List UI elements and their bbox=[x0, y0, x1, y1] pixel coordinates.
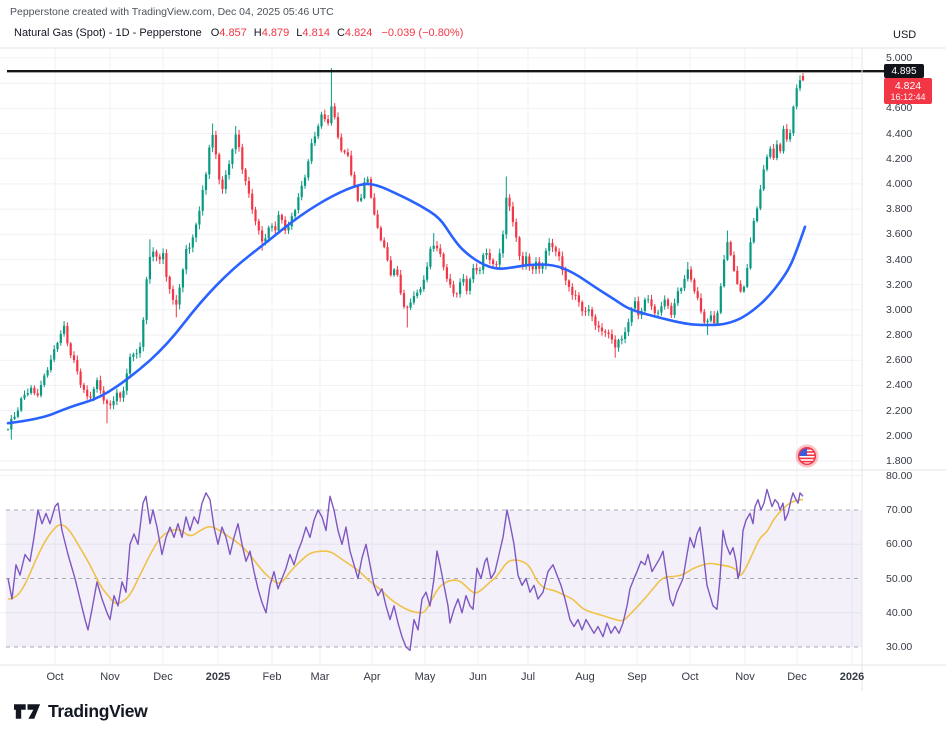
price-tick-label: 4.200 bbox=[886, 152, 913, 165]
time-tick-label: 2026 bbox=[839, 671, 865, 683]
open-value: 4.857 bbox=[219, 27, 247, 39]
high-value: 4.879 bbox=[261, 27, 290, 39]
grid-layer bbox=[0, 48, 862, 665]
time-tick-label: Mar bbox=[310, 671, 330, 683]
rsi-tick-label: 40.00 bbox=[886, 606, 913, 619]
time-tick-label: Aug bbox=[575, 671, 595, 683]
ohlc-values: O4.857 H4.879 L4.814 C4.824 bbox=[211, 27, 373, 39]
symbol-title[interactable]: Natural Gas (Spot) - 1D - Pepperstone bbox=[14, 27, 202, 39]
pane-borders bbox=[0, 47, 946, 691]
price-tick-label: 5.000 bbox=[886, 52, 913, 64]
ma-line[interactable] bbox=[6, 182, 807, 425]
low-label: L bbox=[296, 27, 303, 39]
close-value: 4.824 bbox=[344, 27, 373, 39]
price-tick-label: 4.000 bbox=[886, 177, 913, 190]
tradingview-logo-icon bbox=[14, 704, 41, 719]
change-value: −0.039 (−0.80%) bbox=[381, 27, 464, 39]
tradingview-logo-text: TradingView bbox=[48, 701, 148, 721]
last-price-label: 4.824 16:12:44 bbox=[884, 78, 932, 105]
time-tick-label: Sep bbox=[627, 671, 647, 683]
time-tick-label: Dec bbox=[153, 671, 173, 683]
time-tick-label: Nov bbox=[735, 671, 755, 683]
price-tick-label: 3.000 bbox=[886, 303, 913, 316]
price-tick-label: 1.800 bbox=[886, 455, 913, 467]
attribution-text: Pepperstone created with TradingView.com… bbox=[10, 6, 334, 18]
candles-layer bbox=[6, 68, 805, 440]
high-label: H bbox=[253, 27, 262, 39]
alert-price-label[interactable]: 4.895 bbox=[884, 64, 924, 79]
time-tick-label: Oct bbox=[681, 671, 699, 683]
price-tick-label: 2.200 bbox=[886, 404, 913, 417]
price-tick-label: 2.400 bbox=[886, 379, 913, 392]
bar-countdown: 16:12:44 bbox=[890, 92, 926, 103]
price-tick-label: 2.600 bbox=[886, 354, 913, 367]
rsi-tick-label: 30.00 bbox=[886, 641, 913, 653]
price-tick-label: 3.600 bbox=[886, 228, 913, 241]
rsi-line[interactable] bbox=[7, 488, 804, 652]
low-value: 4.814 bbox=[302, 27, 330, 39]
last-price-value: 4.824 bbox=[894, 80, 922, 93]
price-tick-label: 3.400 bbox=[886, 253, 913, 266]
price-tick-label: 4.600 bbox=[886, 102, 913, 115]
close-label: C bbox=[336, 27, 345, 39]
price-tick-label: 2.800 bbox=[886, 329, 913, 342]
time-tick-label: Jul bbox=[520, 671, 536, 683]
rsi-tick-label: 70.00 bbox=[886, 504, 913, 516]
time-tick-label: Nov bbox=[100, 671, 120, 683]
price-tick-label: 3.800 bbox=[886, 203, 913, 216]
time-tick-label: Jun bbox=[469, 671, 487, 683]
price-tick-label: 3.200 bbox=[886, 278, 913, 291]
rsi-tick-label: 80.00 bbox=[886, 469, 913, 482]
price-axis-currency: USD bbox=[893, 29, 917, 41]
time-tick-label: 2025 bbox=[205, 671, 231, 683]
price-tick-label: 4.400 bbox=[886, 127, 913, 140]
time-tick-label: Apr bbox=[363, 671, 381, 683]
symbol-bar: Natural Gas (Spot) - 1D - Pepperstone O4… bbox=[14, 27, 463, 39]
rsi-tick-label: 60.00 bbox=[886, 538, 913, 551]
rsi-tick-label: 50.00 bbox=[886, 572, 913, 585]
tradingview-logo[interactable]: TradingView bbox=[14, 701, 148, 722]
time-tick-label: Feb bbox=[262, 671, 282, 683]
us-flag-icon[interactable] bbox=[795, 444, 819, 468]
time-tick-label: Oct bbox=[46, 671, 64, 683]
price-tick-label: 2.000 bbox=[886, 429, 913, 442]
time-tick-label: Dec bbox=[787, 671, 807, 683]
time-tick-label: May bbox=[414, 671, 436, 683]
open-label: O bbox=[210, 27, 220, 39]
rsi-signal-line[interactable] bbox=[7, 498, 803, 622]
